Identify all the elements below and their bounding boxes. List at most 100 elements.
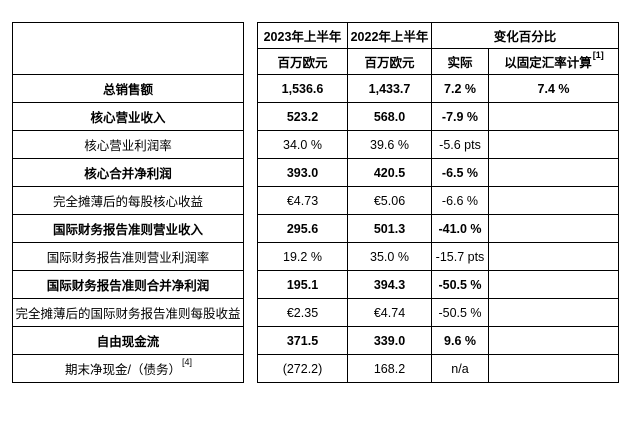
col-header-cer: 以固定汇率计算[1] (487, 48, 619, 75)
row-label: 期末净现金/（债务）[4] (12, 354, 244, 383)
cell-actual: -15.7 pts (431, 242, 489, 271)
label-row: 核心营业利润率 (12, 130, 244, 159)
unit-2023: 百万欧元 (257, 48, 348, 75)
financial-summary-table: 总销售额核心营业收入 核心营业利润率核心合并净利润完全摊薄后的每股核心收益 国际财务… (12, 22, 619, 383)
value-row: 295.6 501.3 -41.0 % (257, 214, 619, 243)
value-row: €4.73 €5.06 -6.6 % (257, 186, 619, 215)
cell-cer (487, 326, 619, 355)
row-label: 国际财务报告准则营业利润率 (12, 242, 244, 271)
cell-cer (487, 242, 619, 271)
cell-v2022: 420.5 (347, 158, 432, 187)
corner-empty-cell (12, 22, 244, 75)
cell-v2023: 19.2 % (257, 242, 348, 271)
row-footnote-marker: [4] (181, 356, 192, 367)
unit-header-row: 百万欧元 百万欧元 实际 以固定汇率计算[1] (257, 48, 619, 75)
period-header-row: 2023年上半年 2022年上半年 变化百分比 (257, 22, 619, 49)
value-row: 371.5 339.0 9.6 % (257, 326, 619, 355)
cell-v2023: €2.35 (257, 298, 348, 327)
cell-actual: -5.6 pts (431, 130, 489, 159)
cell-v2022: 39.6 % (347, 130, 432, 159)
cell-actual: -6.5 % (431, 158, 489, 187)
cell-v2022: €4.74 (347, 298, 432, 327)
col-header-2022: 2022年上半年 (347, 22, 432, 49)
row-label-text: 完全摊薄后的每股核心收益 (52, 195, 203, 209)
cell-v2023: €4.73 (257, 186, 348, 215)
cell-cer (487, 102, 619, 131)
col-header-change: 变化百分比 (430, 22, 619, 49)
unit-2022: 百万欧元 (347, 48, 432, 75)
cell-v2023: 1,536.6 (257, 74, 348, 103)
cell-actual: -50.5 % (431, 298, 489, 327)
value-row: 19.2 % 35.0 % -15.7 pts (257, 242, 619, 271)
cell-v2023: 393.0 (257, 158, 348, 187)
row-label-text: 期末净现金/（债务） (65, 363, 181, 377)
row-label: 国际财务报告准则合并净利润 (12, 270, 244, 299)
row-label: 总销售额 (12, 74, 244, 103)
value-row: 195.1 394.3 -50.5 % (257, 270, 619, 299)
cell-cer (487, 354, 619, 383)
cell-v2022: 168.2 (347, 354, 432, 383)
label-row: 核心营业收入 (12, 102, 244, 131)
row-label-text: 完全摊薄后的国际财务报告准则每股收益 (15, 307, 241, 321)
cell-v2023: 34.0 % (257, 130, 348, 159)
row-label: 完全摊薄后的国际财务报告准则每股收益 (12, 298, 244, 327)
row-label-text: 核心营业收入 (90, 111, 166, 125)
cell-v2022: €5.06 (347, 186, 432, 215)
row-label-text: 国际财务报告准则营业利润率 (46, 251, 210, 265)
cer-label: 以固定汇率计算 (504, 56, 592, 70)
cell-v2023: 295.6 (257, 214, 348, 243)
cell-v2022: 35.0 % (347, 242, 432, 271)
row-label-text: 核心营业利润率 (84, 139, 172, 153)
cell-cer (487, 298, 619, 327)
cell-cer: 7.4 % (487, 74, 619, 103)
label-row: 期末净现金/（债务）[4] (12, 354, 244, 383)
cell-actual: 7.2 % (431, 74, 489, 103)
label-row: 自由现金流 (12, 326, 244, 355)
row-label: 核心营业利润率 (12, 130, 244, 159)
metric-values-table: 2023年上半年 2022年上半年 变化百分比 百万欧元 百万欧元 实际 以固定… (257, 22, 619, 383)
row-label: 国际财务报告准则营业收入 (12, 214, 244, 243)
label-row: 总销售额 (12, 74, 244, 103)
cell-cer (487, 214, 619, 243)
cell-actual: -6.6 % (431, 186, 489, 215)
value-row: 1,536.6 1,433.7 7.2 % 7.4 % (257, 74, 619, 103)
cell-actual: -50.5 % (431, 270, 489, 299)
cell-v2022: 568.0 (347, 102, 432, 131)
cell-actual: 9.6 % (431, 326, 489, 355)
cer-footnote-marker: [1] (592, 49, 604, 60)
value-row: 34.0 % 39.6 % -5.6 pts (257, 130, 619, 159)
cell-v2023: 523.2 (257, 102, 348, 131)
row-label: 核心营业收入 (12, 102, 244, 131)
row-label-text: 国际财务报告准则合并净利润 (46, 279, 210, 293)
cell-v2022: 501.3 (347, 214, 432, 243)
value-row: (272.2) 168.2 n/a (257, 354, 619, 383)
row-label-text: 自由现金流 (96, 335, 160, 349)
row-label-text: 总销售额 (102, 83, 153, 97)
cell-v2023: (272.2) (257, 354, 348, 383)
cell-cer (487, 130, 619, 159)
label-row: 核心合并净利润 (12, 158, 244, 187)
col-header-2023: 2023年上半年 (257, 22, 348, 49)
cell-actual: -7.9 % (431, 102, 489, 131)
row-label: 完全摊薄后的每股核心收益 (12, 186, 244, 215)
row-label-text: 国际财务报告准则营业收入 (52, 223, 203, 237)
label-row: 国际财务报告准则合并净利润 (12, 270, 244, 299)
cell-actual: -41.0 % (431, 214, 489, 243)
cell-cer (487, 270, 619, 299)
cell-cer (487, 186, 619, 215)
cell-v2022: 339.0 (347, 326, 432, 355)
cell-actual: n/a (431, 354, 489, 383)
cell-v2022: 1,433.7 (347, 74, 432, 103)
row-label: 自由现金流 (12, 326, 244, 355)
value-row: €2.35 €4.74 -50.5 % (257, 298, 619, 327)
label-row: 国际财务报告准则营业收入 (12, 214, 244, 243)
cell-v2023: 371.5 (257, 326, 348, 355)
label-row: 完全摊薄后的国际财务报告准则每股收益 (12, 298, 244, 327)
cell-cer (487, 158, 619, 187)
metric-labels-table: 总销售额核心营业收入 核心营业利润率核心合并净利润完全摊薄后的每股核心收益 国际财务… (12, 22, 244, 383)
label-row: 完全摊薄后的每股核心收益 (12, 186, 244, 215)
label-row: 国际财务报告准则营业利润率 (12, 242, 244, 271)
cell-v2022: 394.3 (347, 270, 432, 299)
col-header-actual: 实际 (431, 48, 489, 75)
value-row: 523.2 568.0 -7.9 % (257, 102, 619, 131)
